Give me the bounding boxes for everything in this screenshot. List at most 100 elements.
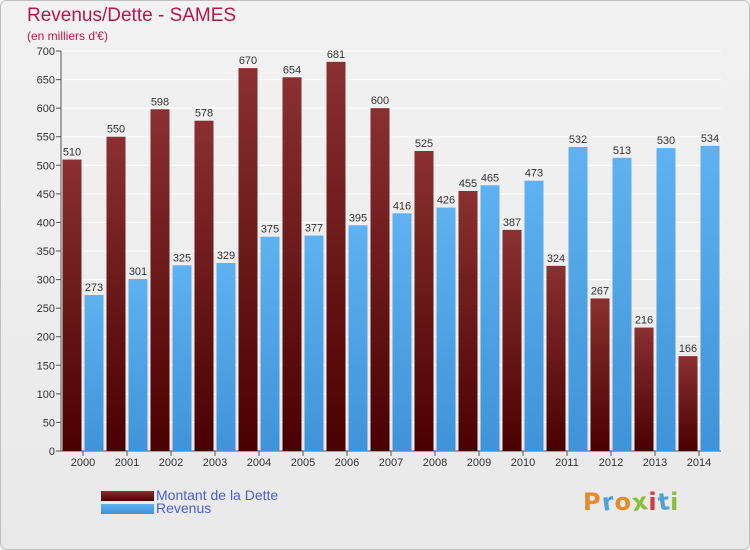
y-tick-label-400: 400 [37, 217, 55, 229]
y-tick-label-350: 350 [37, 246, 55, 258]
data-label-debt-2003: 578 [195, 108, 213, 120]
data-label-revenue-2008: 426 [437, 195, 455, 207]
data-label-revenue-2000: 273 [85, 282, 103, 294]
data-label-debt-2005: 654 [283, 64, 301, 76]
legend-swatch-revenue [101, 504, 154, 514]
data-label-debt-2011: 324 [547, 253, 565, 265]
data-label-revenue-2010: 473 [525, 168, 543, 180]
grid-lines [61, 50, 721, 452]
data-labels: 510 273 550 301 598 325 578 329 670 375 654 377 681 3… [63, 49, 719, 355]
data-label-debt-2000: 510 [63, 147, 81, 159]
bar-debt-2008 [414, 151, 434, 451]
legend-swatch-debt [101, 491, 154, 501]
axes: 0 50 100 150 200 250 300 350 400 450 500 550 600 650 7… [37, 46, 721, 469]
bar-revenue-2002 [172, 265, 192, 451]
data-label-revenue-2003: 329 [217, 250, 235, 262]
bar-debt-2005 [282, 77, 302, 452]
data-label-debt-2004: 670 [239, 55, 257, 67]
data-label-revenue-2005: 377 [305, 223, 323, 235]
data-label-debt-2008: 525 [415, 138, 433, 150]
x-tick-label-2001: 2001 [115, 457, 139, 469]
bar-debt-2006 [326, 61, 346, 451]
y-tick-label-150: 150 [37, 360, 55, 372]
legend-label-debt: Montant de la Dette [156, 487, 279, 503]
x-tick-label-2011: 2011 [555, 457, 579, 469]
y-tick-label-200: 200 [37, 332, 55, 344]
bar-revenue-2013 [656, 148, 676, 451]
bar-debt-2010 [502, 229, 522, 451]
bar-debt-2013 [634, 327, 654, 451]
data-label-debt-2013: 216 [635, 315, 653, 327]
bars [62, 61, 720, 452]
data-label-revenue-2004: 375 [261, 224, 279, 236]
data-label-revenue-2013: 530 [657, 135, 675, 147]
x-tick-label-2002: 2002 [159, 457, 183, 469]
x-tick-label-2007: 2007 [379, 457, 403, 469]
data-label-revenue-2001: 301 [129, 266, 147, 278]
bar-revenue-2000 [84, 295, 104, 451]
data-label-revenue-2012: 513 [613, 145, 631, 157]
bar-revenue-2009 [480, 185, 500, 452]
chart-title: Revenus/Dette - SAMES [27, 5, 237, 26]
proxiti-logo: Proxiti [583, 486, 680, 518]
y-tick-label-250: 250 [37, 303, 55, 315]
data-label-revenue-2009: 465 [481, 172, 499, 184]
data-label-revenue-2014: 534 [701, 133, 719, 145]
data-label-debt-2002: 598 [151, 96, 169, 108]
y-tick-label-300: 300 [37, 275, 55, 287]
bar-revenue-2003 [216, 263, 236, 451]
x-tick-label-2013: 2013 [643, 457, 667, 469]
x-tick-label-2000: 2000 [71, 457, 95, 469]
bar-revenue-2001 [128, 279, 148, 451]
y-tick-label-550: 550 [37, 132, 55, 144]
x-tick-label-2005: 2005 [291, 457, 315, 469]
bar-debt-2002 [150, 109, 170, 452]
bar-revenue-2007 [392, 213, 412, 451]
x-tick-label-2012: 2012 [599, 457, 623, 469]
data-label-debt-2007: 600 [371, 95, 389, 107]
bar-debt-2009 [458, 191, 478, 451]
bar-revenue-2006 [348, 225, 368, 451]
bar-debt-2007 [370, 108, 390, 452]
data-label-debt-2010: 387 [503, 217, 521, 229]
x-tick-label-2008: 2008 [423, 457, 447, 469]
x-tick-label-2003: 2003 [203, 457, 227, 469]
y-tick-label-450: 450 [37, 189, 55, 201]
data-label-revenue-2002: 325 [173, 252, 191, 264]
y-tick-label-100: 100 [37, 389, 55, 401]
y-tick-label-0: 0 [49, 446, 55, 458]
bar-debt-2012 [590, 298, 610, 451]
y-tick-label-500: 500 [37, 160, 55, 172]
data-label-debt-2009: 455 [459, 178, 477, 190]
bar-debt-2000 [62, 159, 82, 452]
bar-revenue-2004 [260, 236, 280, 451]
bar-debt-2003 [194, 120, 214, 451]
data-label-revenue-2011: 532 [569, 134, 587, 146]
data-label-debt-2012: 267 [591, 285, 609, 297]
data-label-revenue-2006: 395 [349, 212, 367, 224]
x-tick-label-2006: 2006 [335, 457, 359, 469]
data-label-revenue-2007: 416 [393, 200, 411, 212]
x-tick-label-2004: 2004 [247, 457, 271, 469]
legend-label-revenue: Revenus [156, 500, 212, 516]
x-tick-label-2009: 2009 [467, 457, 491, 469]
x-tick-label-2010: 2010 [511, 457, 535, 469]
chart-subtitle: (en milliers d'€) [27, 29, 108, 43]
bar-debt-2004 [238, 68, 258, 452]
y-tick-label-650: 650 [37, 75, 55, 87]
y-tick-label-700: 700 [37, 46, 55, 58]
y-tick-label-50: 50 [43, 417, 55, 429]
bar-revenue-2010 [524, 180, 544, 451]
bar-debt-2014 [678, 356, 698, 451]
bar-debt-2001 [106, 136, 126, 451]
bar-revenue-2005 [304, 235, 324, 451]
bar-revenue-2011 [568, 147, 588, 451]
data-label-debt-2001: 550 [107, 124, 125, 136]
bar-debt-2011 [546, 265, 566, 451]
y-tick-label-600: 600 [37, 103, 55, 115]
bar-revenue-2012 [612, 157, 632, 451]
data-label-debt-2014: 166 [679, 343, 697, 355]
data-label-debt-2006: 681 [327, 49, 345, 61]
